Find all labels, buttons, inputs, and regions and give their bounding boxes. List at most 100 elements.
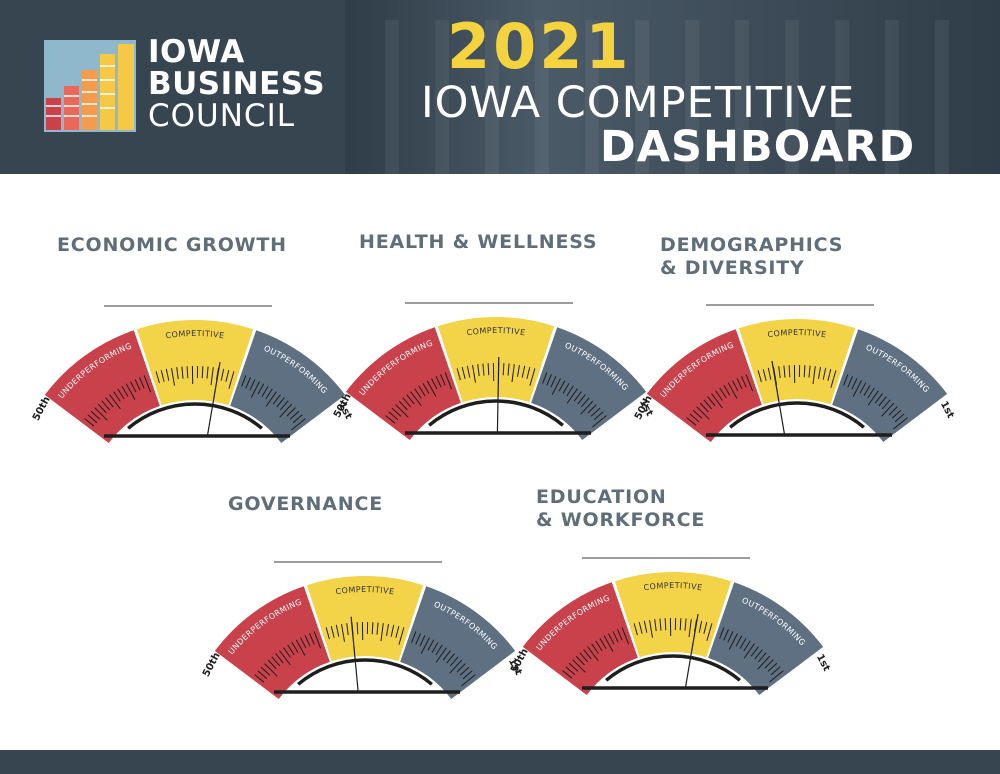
tick-mark: [398, 627, 405, 645]
tick-mark: [502, 363, 505, 376]
tick-mark: [888, 406, 898, 416]
logo-wordmark: IOWA BUSINESS COUNCIL: [148, 36, 325, 132]
tick-mark: [859, 382, 867, 394]
tick-mark: [440, 374, 446, 386]
tick-mark: [727, 382, 738, 399]
gauge-title-education-workforce: EDUCATION & WORKFORCE: [536, 486, 705, 532]
tick-mark: [487, 363, 490, 376]
segment-label-text: COMPETITIVE: [466, 326, 526, 337]
tick-mark: [526, 366, 531, 379]
segment-outperforming-ticks: [843, 374, 908, 430]
tick-mark: [257, 383, 265, 395]
tick-mark: [446, 653, 455, 664]
tick-mark: [160, 369, 165, 382]
tick-mark: [245, 377, 251, 389]
segment-label: COMPETITIVE: [466, 326, 526, 337]
tick-mark: [346, 623, 349, 636]
tick-mark: [577, 394, 586, 405]
segment-outperforming: [400, 586, 516, 700]
tick-mark: [587, 646, 599, 662]
tick-mark: [743, 640, 751, 652]
tick-mark: [250, 381, 260, 398]
gauge-title-line: DEMOGRAPHICS: [660, 234, 844, 256]
segment-label: COMPETITIVE: [335, 585, 395, 596]
tick-mark: [134, 379, 141, 391]
tick-mark: [521, 365, 526, 378]
gauge-needle: [771, 360, 786, 436]
tick-mark: [603, 635, 614, 652]
gauge-education-workforce: UNDERPERFORMINGCOMPETITIVEOUTPERFORMING5…: [509, 557, 832, 696]
dashboard-year: 2021: [447, 10, 632, 83]
tick-mark: [181, 366, 184, 379]
tick-mark: [442, 650, 451, 661]
tick-mark: [390, 624, 395, 637]
gauge-needle: [206, 361, 221, 437]
tick-mark: [743, 643, 755, 659]
tick-mark: [371, 622, 374, 635]
tick-mark: [286, 407, 296, 417]
header-banner: IOWA BUSINESS COUNCIL 2021 IOWA COMPETIT…: [0, 0, 1000, 174]
tick-mark: [376, 622, 379, 635]
tick-mark: [847, 376, 853, 388]
tick-mark: [592, 415, 607, 428]
tick-mark: [272, 394, 281, 405]
tick-mark: [893, 417, 908, 430]
tick-mark: [94, 407, 108, 421]
tick-mark: [84, 418, 95, 427]
tick-mark: [279, 400, 289, 411]
tick-mark: [125, 383, 136, 400]
tick-mark: [679, 618, 682, 631]
tick-mark: [546, 374, 552, 386]
tick-mark: [715, 390, 723, 401]
tick-mark: [130, 381, 137, 393]
tick-mark: [591, 643, 599, 654]
capitol-photo-background: [345, 0, 1000, 174]
tick-mark: [572, 659, 586, 673]
segment-competitive: [437, 317, 555, 403]
tick-mark: [225, 369, 230, 382]
segment-competitive: [306, 576, 424, 662]
tick-mark: [292, 414, 303, 424]
tick-mark: [260, 666, 271, 676]
tick-mark: [529, 368, 536, 386]
tick-mark: [291, 418, 306, 431]
tick-mark: [881, 402, 895, 417]
tick-mark: [587, 404, 597, 414]
tick-mark: [703, 399, 713, 410]
gauge-title-demographics-diversity: DEMOGRAPHICS & DIVERSITY: [660, 234, 843, 280]
tick-mark: [220, 368, 225, 381]
tick-mark: [617, 629, 623, 641]
tick-mark: [276, 397, 285, 408]
tick-mark: [472, 364, 476, 383]
logo-bars-icon: [44, 40, 136, 132]
segment-competitive-ticks: [155, 365, 235, 389]
tick-mark: [171, 367, 175, 386]
tick-mark: [109, 394, 121, 410]
tick-mark: [566, 385, 574, 397]
tick-mark: [477, 364, 480, 377]
tick-mark: [732, 380, 739, 392]
tick-mark: [117, 388, 125, 400]
tick-mark: [762, 368, 767, 381]
tick-mark: [808, 365, 811, 378]
gauge-title-line: GOVERNANCE: [228, 493, 383, 515]
segment-label-text: COMPETITIVE: [643, 581, 703, 592]
tick-mark: [97, 403, 107, 414]
segment-outperforming-ticks: [542, 372, 607, 428]
tick-mark: [757, 652, 767, 663]
segment-outperforming: [531, 327, 647, 441]
tick-mark: [418, 385, 426, 397]
segment-competitive: [136, 320, 254, 406]
gauge-demographics-diversity: UNDERPERFORMINGCOMPETITIVEOUTPERFORMING5…: [633, 304, 956, 443]
tick-mark: [703, 621, 708, 634]
tick-mark: [431, 642, 439, 653]
tick-mark: [87, 414, 98, 424]
tick-mark: [568, 662, 579, 672]
tick-mark: [741, 376, 747, 388]
tick-mark: [551, 378, 561, 395]
tick-mark: [261, 386, 269, 397]
tick-mark: [739, 638, 747, 649]
tick-mark: [121, 386, 129, 397]
segment-competitive: [738, 319, 856, 405]
tick-mark: [461, 674, 476, 687]
